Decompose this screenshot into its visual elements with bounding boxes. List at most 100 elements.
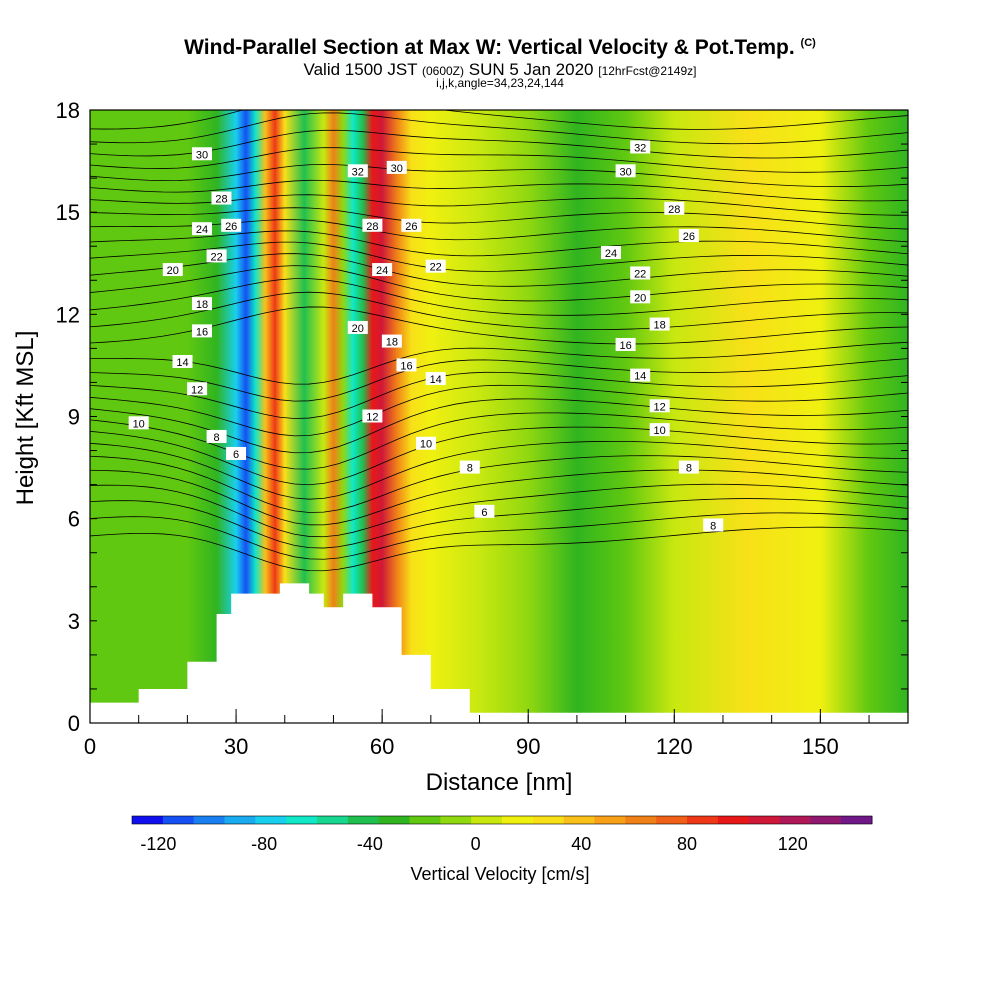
y-tick-label: 6 <box>68 507 80 532</box>
theta-label-text: 8 <box>686 463 692 475</box>
colorbar: -120 -80 -40 0 40 80 120 <box>131 815 873 854</box>
theta-contour <box>90 230 908 257</box>
theta-label: 28 <box>362 218 383 233</box>
colorbar-swatch <box>502 816 534 824</box>
theta-label: 12 <box>187 382 208 396</box>
colorbar-swatch <box>440 816 472 824</box>
theta-label: 8 <box>703 518 724 532</box>
terrain <box>90 583 908 723</box>
theta-label-box <box>206 249 227 263</box>
theta-label-text: 16 <box>196 326 208 338</box>
theta-label-box <box>381 334 402 348</box>
theta-label-box <box>630 266 651 280</box>
theta-label: 20 <box>347 320 368 335</box>
theta-label: 30 <box>191 147 212 161</box>
theta-label-box <box>649 317 670 331</box>
colorbar-swatch <box>594 816 626 824</box>
theta-label-text: 24 <box>376 265 388 277</box>
theta-label-box <box>615 164 636 178</box>
theta-label-text: 12 <box>191 384 203 396</box>
valid-time-line: Valid 1500 JST (0600Z) SUN 5 Jan 2020 [1… <box>0 60 1000 80</box>
potential-temperature-labels: 30 28 24 26 22 20 18 16 14 12 10 8 6 32 30 28 26 24 22 20 18… <box>128 140 724 532</box>
theta-label: 20 <box>162 263 183 277</box>
theta-label-text: 14 <box>430 374 442 386</box>
theta-label: 32 <box>630 140 651 154</box>
plot-area: 30 28 24 26 22 20 18 16 14 12 10 8 6 32 30 28 26 24 22 20 18… <box>90 110 908 723</box>
theta-label-box <box>372 263 393 277</box>
theta-label-text: 12 <box>654 401 666 413</box>
colorbar-swatch <box>625 816 657 824</box>
colorbar-tick-label: 40 <box>571 834 591 854</box>
theta-contour <box>90 512 908 560</box>
theta-label-text: 28 <box>668 204 680 216</box>
theta-label-text: 10 <box>133 418 145 430</box>
theta-label-box <box>362 218 383 232</box>
theta-contour <box>90 241 908 272</box>
theta-label-text: 26 <box>225 221 237 233</box>
valid-date: SUN 5 Jan 2020 <box>468 60 594 79</box>
theta-label: 32 <box>347 164 368 178</box>
theta-label: 24 <box>600 246 621 260</box>
theta-label-box <box>347 320 368 334</box>
theta-contour <box>90 147 908 173</box>
theta-label: 10 <box>649 423 670 437</box>
x-tick-label: 120 <box>656 734 693 759</box>
colorbar-swatch <box>255 816 287 824</box>
theta-label-text: 8 <box>710 520 716 532</box>
colorbar-tick-label: 120 <box>778 834 808 854</box>
theta-label-text: 28 <box>215 194 227 206</box>
theta-label-box <box>226 446 247 460</box>
theta-label: 24 <box>191 222 212 236</box>
theta-contour <box>90 291 908 331</box>
theta-label-box <box>362 409 383 423</box>
theta-contour <box>90 371 908 419</box>
theta-label-text: 20 <box>352 323 364 335</box>
theta-label-text: 14 <box>634 371 646 383</box>
colorbar-tick-label: -120 <box>140 834 176 854</box>
colorbar-tick-label: 80 <box>677 834 697 854</box>
theta-label-text: 16 <box>400 360 412 372</box>
theta-label-box <box>649 423 670 437</box>
theta-label: 22 <box>425 259 446 274</box>
theta-contour <box>90 455 908 513</box>
forecast-info: [12hrFcst@2149z] <box>598 64 697 78</box>
y-tick-label: 12 <box>56 302 80 327</box>
colorbar-swatch <box>841 816 873 824</box>
colorbar-title: Vertical Velocity [cm/s] <box>410 864 589 884</box>
theta-label-text: 6 <box>481 507 487 519</box>
theta-label-text: 16 <box>619 340 631 352</box>
theta-label-text: 32 <box>352 166 364 178</box>
theta-label-text: 12 <box>366 412 378 424</box>
theta-label: 26 <box>221 218 242 233</box>
theta-label-text: 8 <box>214 432 220 444</box>
theta-contour <box>90 358 908 402</box>
theta-label: 10 <box>415 436 436 451</box>
theta-label-text: 30 <box>619 166 631 178</box>
theta-label-box <box>459 460 480 474</box>
theta-label: 6 <box>474 504 495 519</box>
theta-label-box <box>396 358 417 372</box>
valid-time: Valid 1500 JST <box>303 60 418 79</box>
theta-label-text: 22 <box>634 268 646 280</box>
theta-label-text: 26 <box>683 231 695 243</box>
theta-contour <box>90 179 908 202</box>
theta-contour <box>90 207 908 230</box>
theta-label-text: 18 <box>196 299 208 311</box>
theta-label: 16 <box>396 358 417 372</box>
colorbar-tick-label: -80 <box>251 834 277 854</box>
theta-label-text: 18 <box>654 320 666 332</box>
colorbar-swatch <box>717 816 750 824</box>
theta-label-text: 30 <box>196 149 208 161</box>
colorbar-swatch <box>162 816 195 824</box>
x-tick-label: 150 <box>802 734 839 759</box>
theta-label-box <box>615 337 636 351</box>
colorbar-swatch <box>132 816 164 824</box>
theta-label-box <box>191 324 212 338</box>
colorbar-swatch <box>656 816 688 824</box>
theta-label-box <box>386 160 407 174</box>
theta-label-box <box>703 518 724 532</box>
theta-label-text: 24 <box>605 248 617 260</box>
colorbar-swatch <box>687 816 719 824</box>
theta-label-box <box>206 429 227 443</box>
theta-label-text: 14 <box>176 357 188 369</box>
